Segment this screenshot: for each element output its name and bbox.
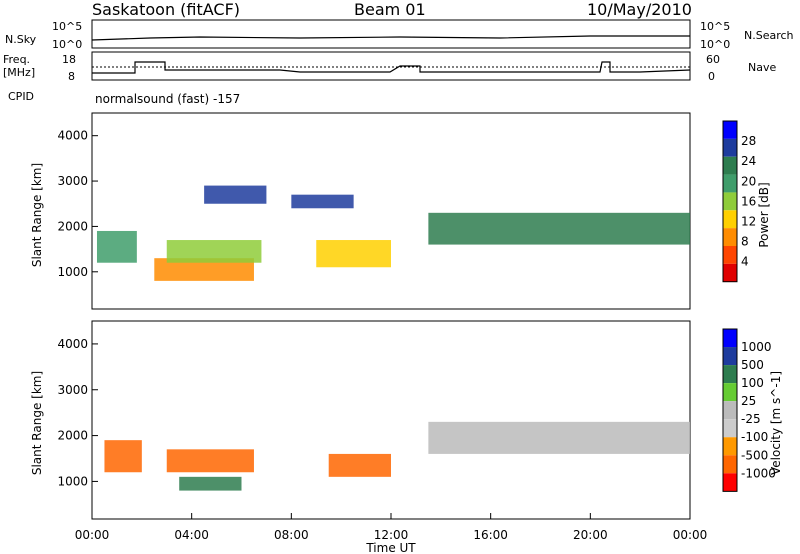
x-tick-label-5: 20:00 <box>573 528 608 542</box>
velocity-colorbar-seg-8 <box>723 473 737 492</box>
power-colorbar-label: Power [dB] <box>757 182 771 247</box>
power-region-1 <box>154 258 254 281</box>
power-colorbar-tick-3: 16 <box>741 194 756 208</box>
x-axis-label: Time UT <box>365 541 416 554</box>
velocity-colorbar-tick-0: 1000 <box>741 340 772 354</box>
velocity-ylabel: Slant Range [km] <box>30 371 44 475</box>
power-colorbar-tick-4: 12 <box>741 214 756 228</box>
cpid-label: CPID <box>8 90 34 103</box>
velocity-colorbar-tick-3: 25 <box>741 394 756 408</box>
nsky-label: N.Sky <box>5 33 37 46</box>
velocity-colorbar-seg-5 <box>723 419 737 438</box>
nsearch-tick-top: 10^5 <box>700 20 730 33</box>
nsky-tick-bottom: 10^0 <box>52 38 82 51</box>
velocity-ytick-label-0: 4000 <box>57 337 88 351</box>
freq-label-1: Freq. <box>3 53 30 66</box>
nsearch-label: N.Search <box>744 29 794 42</box>
velocity-panel: 4000 3000 2000 1000 Slant Range [km] 1000 50… <box>30 320 783 520</box>
velocity-ytick-label-2: 2000 <box>57 429 88 443</box>
power-colorbar-tick-2: 20 <box>741 174 756 188</box>
velocity-colorbar-seg-3 <box>723 383 737 402</box>
power-region-0 <box>96 230 137 263</box>
power-ytick-label-0: 4000 <box>57 129 88 143</box>
velocity-colorbar-tick-1: 500 <box>741 358 764 372</box>
power-region-2 <box>166 240 262 263</box>
power-colorbar-seg-0 <box>723 121 737 139</box>
freq-label-2: [MHz] <box>3 66 35 79</box>
beam-title: Beam 01 <box>354 0 426 19</box>
power-colorbar-tick-0: 28 <box>741 134 756 148</box>
velocity-colorbar-tick-2: 100 <box>741 376 764 390</box>
power-colorbar-tick-6: 4 <box>741 255 749 269</box>
velocity-colorbar-seg-0 <box>723 329 737 348</box>
power-region-5 <box>204 185 267 204</box>
power-colorbar-seg-8 <box>723 263 737 282</box>
power-region-6 <box>291 194 354 209</box>
power-colorbar-frame <box>722 120 738 283</box>
freq-tick-top: 18 <box>62 53 76 66</box>
velocity-region-2 <box>179 476 242 491</box>
freq-trace <box>92 61 691 74</box>
power-colorbar-seg-4 <box>723 192 737 211</box>
nsky-panel: N.Sky 10^5 10^0 N.Search 10^5 10^0 <box>5 19 794 51</box>
nsky-tick-top: 10^5 <box>52 20 82 33</box>
x-tick-label-0: 00:00 <box>75 528 110 542</box>
x-tick-label-2: 08:00 <box>274 528 309 542</box>
power-ytick-label-1: 3000 <box>57 174 88 188</box>
power-ytick-label-2: 2000 <box>57 219 88 233</box>
nave-tick-bottom: 0 <box>708 70 715 83</box>
nave-tick-top: 60 <box>706 53 720 66</box>
velocity-region-4 <box>428 421 690 454</box>
power-colorbar-seg-6 <box>723 228 737 247</box>
velocity-ytick-label-1: 3000 <box>57 383 88 397</box>
velocity-region-1 <box>166 449 254 473</box>
velocity-colorbar-tick-5: -100 <box>741 430 768 444</box>
velocity-colorbar-seg-6 <box>723 437 737 456</box>
velocity-colorbar-tick-4: -25 <box>741 412 761 426</box>
power-panel: 4000 3000 2000 1000 Slant Range [km] 28 24 20… <box>30 112 771 310</box>
station-title: Saskatoon (fitACF) <box>92 0 240 19</box>
date-title: 10/May/2010 <box>587 0 692 19</box>
power-colorbar-seg-1 <box>723 138 737 157</box>
power-colorbar-seg-7 <box>723 246 737 264</box>
nsky-trace <box>91 35 690 41</box>
nsearch-tick-bottom: 10^0 <box>700 38 730 51</box>
power-ytick-label-3: 1000 <box>57 265 88 279</box>
x-tick-label-6: 00:00 <box>673 528 708 542</box>
power-region-3 <box>316 240 391 268</box>
power-colorbar-tick-1: 24 <box>741 154 756 168</box>
x-tick-label-1: 04:00 <box>174 528 209 542</box>
power-region-4 <box>428 212 690 245</box>
x-tick-label-4: 16:00 <box>473 528 508 542</box>
x-tick-label-3: 12:00 <box>374 528 409 542</box>
velocity-region-3 <box>328 453 391 477</box>
nave-label: Nave <box>748 61 776 74</box>
power-colorbar-seg-2 <box>723 156 737 175</box>
velocity-colorbar-seg-4 <box>723 401 737 420</box>
velocity-ytick-label-3: 1000 <box>57 474 88 488</box>
cpid-text: normalsound (fast) -157 <box>95 92 240 106</box>
freq-panel: Freq. [MHz] 18 8 Nave 60 0 <box>3 51 776 83</box>
freq-tick-bottom: 8 <box>68 70 75 83</box>
power-colorbar-seg-3 <box>723 174 737 193</box>
velocity-colorbar-tick-7: -1000 <box>741 466 776 480</box>
velocity-colorbar-seg-7 <box>723 455 737 474</box>
velocity-region-0 <box>104 440 142 473</box>
velocity-colorbar-tick-6: -500 <box>741 448 768 462</box>
power-colorbar-seg-5 <box>723 210 737 229</box>
power-colorbar-tick-5: 8 <box>741 235 749 249</box>
velocity-colorbar-seg-2 <box>723 365 737 384</box>
velocity-colorbar-frame <box>722 328 738 492</box>
power-ylabel: Slant Range [km] <box>30 163 44 267</box>
velocity-colorbar-seg-1 <box>723 347 737 366</box>
velocity-colorbar-label: Velocity [m s^-1] <box>769 371 783 475</box>
